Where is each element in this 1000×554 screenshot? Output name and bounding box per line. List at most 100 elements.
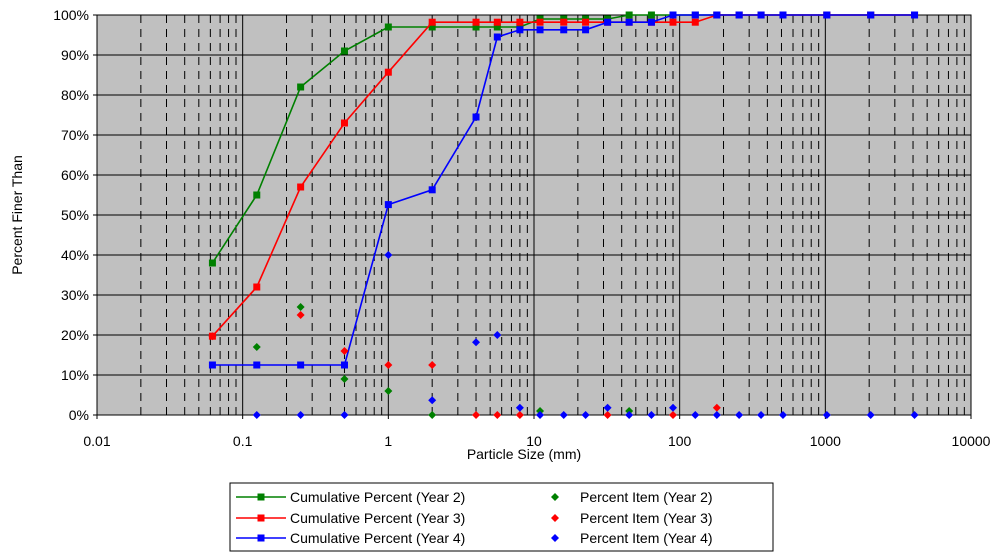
data-point: [560, 26, 568, 34]
data-point: [582, 18, 590, 26]
y-tick-label: 90%: [61, 47, 89, 63]
data-point: [822, 411, 831, 419]
data-point: [560, 18, 568, 26]
data-point: [516, 26, 524, 34]
data-point: [581, 411, 590, 419]
data-point: [208, 259, 216, 267]
y-axis-title: Percent Finer Than: [9, 155, 25, 275]
grid: [96, 14, 972, 416]
y-tick-label: 10%: [61, 367, 89, 383]
data-point: [384, 251, 393, 259]
y-tick-label: 30%: [61, 287, 89, 303]
data-point: [779, 11, 787, 19]
data-point: [713, 11, 721, 19]
data-point: [472, 411, 481, 419]
data-point: [647, 411, 656, 419]
data-point: [297, 183, 305, 191]
legend-label: Cumulative Percent (Year 2): [290, 489, 465, 505]
legend-marker-swatch: [551, 493, 559, 501]
data-point: [340, 347, 349, 355]
data-point: [296, 411, 305, 419]
x-axis-title: Particle Size (mm): [467, 446, 581, 462]
x-tick-label: 10000: [952, 433, 991, 449]
x-tick-label: 0.01: [83, 433, 110, 449]
data-point: [515, 403, 524, 412]
legend-marker-swatch: [551, 534, 559, 542]
data-point: [536, 411, 545, 419]
data-point: [384, 387, 393, 395]
data-point: [582, 26, 590, 34]
x-tick-label: 1000: [810, 433, 841, 449]
data-point: [625, 18, 633, 26]
data-point: [866, 411, 875, 419]
legend-label: Cumulative Percent (Year 3): [290, 510, 465, 526]
data-point: [669, 18, 677, 26]
legend-marker-swatch: [257, 534, 265, 542]
data-point: [428, 396, 437, 405]
data-point: [428, 411, 437, 419]
data-point: [253, 191, 261, 199]
legend-label: Percent Item (Year 4): [580, 530, 713, 546]
data-point: [536, 26, 544, 34]
data-point: [603, 403, 612, 412]
data-point: [493, 33, 501, 41]
data-point: [428, 186, 436, 194]
data-point: [757, 411, 766, 419]
x-axis: 0.01 0.1 1 10 100 1000 10000: [83, 415, 991, 449]
legend-label: Cumulative Percent (Year 4): [290, 530, 465, 546]
data-point: [340, 411, 349, 419]
data-point: [384, 201, 392, 209]
y-tick-label: 0%: [69, 407, 89, 423]
y-tick-label: 50%: [61, 207, 89, 223]
data-point: [691, 18, 699, 26]
data-point: [384, 68, 392, 76]
series-percent-item-year-3: [208, 311, 721, 419]
data-point: [472, 113, 480, 121]
data-point: [296, 311, 305, 319]
data-point: [296, 303, 305, 311]
data-point: [472, 338, 481, 347]
y-tick-label: 80%: [61, 87, 89, 103]
x-tick-label: 10: [526, 433, 542, 449]
data-point: [384, 23, 392, 31]
legend-entry: Cumulative Percent (Year 2): [236, 489, 465, 505]
data-point: [340, 47, 348, 55]
data-point: [428, 361, 437, 369]
data-point: [340, 361, 348, 369]
legend-entry: Percent Item (Year 2): [551, 489, 713, 505]
data-point: [669, 403, 678, 412]
data-point: [669, 411, 678, 419]
data-point: [515, 411, 524, 419]
legend-entry: Percent Item (Year 3): [551, 510, 713, 526]
data-point: [625, 411, 634, 419]
data-point: [428, 18, 436, 26]
legend-label: Percent Item (Year 2): [580, 489, 713, 505]
data-point: [297, 83, 305, 91]
data-point: [340, 375, 349, 383]
data-point: [867, 11, 875, 19]
data-point: [493, 331, 502, 339]
legend-marker-swatch: [257, 493, 265, 501]
data-point: [911, 11, 919, 19]
series-group: [208, 11, 919, 419]
legend: Cumulative Percent (Year 2) Cumulative Pe…: [229, 482, 774, 552]
data-point: [559, 411, 568, 419]
y-tick-label: 100%: [53, 7, 89, 23]
data-point: [712, 403, 721, 412]
data-point: [252, 411, 261, 419]
y-tick-label: 20%: [61, 327, 89, 343]
legend-marker-swatch: [257, 514, 265, 522]
data-point: [625, 11, 633, 19]
data-point: [647, 18, 655, 26]
series-cumulative-percent-year-4: [208, 11, 919, 369]
data-point: [252, 343, 261, 351]
data-point: [757, 11, 765, 19]
y-tick-label: 60%: [61, 167, 89, 183]
data-point: [823, 11, 831, 19]
x-tick-label: 100: [668, 433, 692, 449]
data-point: [428, 23, 436, 31]
data-point: [604, 18, 612, 26]
data-point: [253, 283, 261, 291]
